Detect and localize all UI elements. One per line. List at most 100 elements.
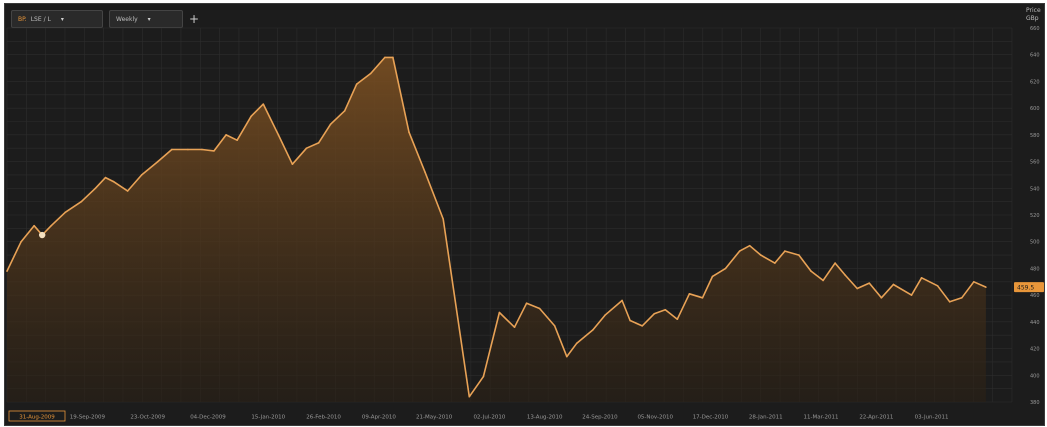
y-tick-label: 440 — [1030, 320, 1040, 326]
data-point — [553, 325, 556, 327]
data-point — [565, 355, 568, 358]
data-point — [262, 103, 265, 105]
instrument-dropdown[interactable]: BP. LSE / L ▾ — [11, 10, 103, 28]
data-point — [538, 307, 541, 310]
data-point — [140, 174, 143, 176]
data-point — [94, 187, 97, 190]
x-tick-label: 11-Mar-2011 — [804, 415, 839, 421]
data-point — [80, 200, 83, 203]
data-point — [844, 274, 846, 276]
y-tick-label: 640 — [1030, 53, 1040, 59]
x-tick-label: 15-Jan-2010 — [251, 415, 285, 421]
data-point — [329, 123, 332, 125]
y-axis-title: Price — [1026, 7, 1041, 14]
data-point — [880, 297, 883, 299]
data-point — [629, 319, 631, 322]
chevron-down-icon: ▾ — [147, 15, 151, 23]
data-point — [236, 139, 238, 141]
data-point — [664, 309, 667, 311]
y-tick-label: 480 — [1030, 266, 1040, 272]
data-point — [370, 72, 372, 75]
chart-toolbar: BP. LSE / L ▾ Weekly ▾ + — [11, 10, 199, 28]
data-point — [392, 56, 394, 59]
y-tick-label: 540 — [1030, 186, 1040, 192]
data-point — [892, 283, 895, 286]
data-point — [171, 148, 173, 151]
data-point — [112, 180, 115, 183]
x-tick-label: 28-Jan-2011 — [749, 415, 783, 421]
instrument-exchange: LSE / L — [30, 15, 51, 23]
interval-dropdown[interactable]: Weekly ▾ — [109, 10, 183, 28]
data-point — [126, 190, 129, 192]
y-tick-label: 520 — [1030, 213, 1040, 219]
data-point — [424, 171, 426, 174]
data-point — [50, 224, 53, 227]
y-tick-label: 400 — [1030, 373, 1040, 379]
data-point — [408, 131, 410, 133]
y-tick-label: 660 — [1030, 26, 1040, 32]
data-point — [920, 276, 923, 279]
data-point — [33, 224, 35, 227]
data-point — [738, 250, 741, 252]
data-point — [6, 270, 8, 272]
hover-marker[interactable] — [38, 231, 46, 239]
data-point — [384, 56, 386, 59]
data-point — [104, 176, 107, 179]
data-point — [973, 280, 975, 283]
y-tick-label: 500 — [1030, 240, 1040, 246]
data-point — [156, 160, 159, 163]
series-line — [6, 56, 987, 398]
series-area-fill — [7, 57, 986, 403]
last-value-badge — [1014, 282, 1044, 293]
data-point — [20, 240, 22, 243]
data-point — [701, 297, 704, 299]
data-point — [621, 299, 623, 302]
data-point — [592, 329, 594, 331]
chevron-down-icon: ▾ — [60, 15, 64, 23]
x-tick-label: 09-Apr-2010 — [362, 415, 397, 421]
x-tick-label: 26-Feb-2010 — [306, 415, 341, 421]
data-point — [759, 254, 762, 256]
x-tick-label: 05-Nov-2010 — [637, 415, 673, 421]
data-point — [960, 297, 963, 299]
data-point — [525, 302, 528, 304]
x-tick-label: 17-Dec-2010 — [693, 415, 729, 421]
data-point — [724, 267, 727, 270]
add-symbol-icon[interactable]: + — [189, 12, 200, 26]
data-point — [442, 218, 444, 220]
y-tick-label: 620 — [1030, 79, 1040, 85]
x-tick-label: 19-Sep-2009 — [70, 415, 106, 421]
data-point — [498, 311, 501, 314]
last-value-label: 459.5 — [1017, 285, 1034, 292]
data-point — [213, 150, 215, 152]
data-point — [676, 318, 679, 320]
x-tick-label: 24-Sep-2010 — [582, 415, 618, 421]
data-point — [834, 262, 836, 264]
data-point — [64, 211, 67, 214]
data-point — [468, 395, 471, 398]
data-point — [513, 326, 516, 329]
data-point — [910, 294, 913, 296]
data-point — [641, 325, 643, 327]
data-point — [985, 286, 987, 288]
x-tick-highlight — [8, 410, 66, 422]
y-tick-label: 460 — [1030, 293, 1040, 299]
data-point — [355, 83, 358, 85]
data-point — [305, 147, 308, 150]
data-point — [604, 314, 606, 316]
interval-label: Weekly — [116, 15, 138, 23]
x-tick-label: 23-Oct-2009 — [130, 415, 165, 421]
data-point — [653, 313, 656, 315]
y-tick-label: 560 — [1030, 160, 1040, 166]
y-tick-label: 380 — [1030, 400, 1040, 406]
data-point — [748, 244, 751, 247]
data-point — [774, 262, 776, 264]
data-point — [822, 279, 824, 282]
y-tick-label: 580 — [1030, 133, 1040, 139]
data-point — [291, 163, 294, 166]
data-point — [948, 301, 951, 303]
y-axis-unit: GBp — [1026, 15, 1039, 22]
data-point — [277, 134, 280, 136]
x-tick-label: 04-Dec-2009 — [190, 415, 226, 421]
